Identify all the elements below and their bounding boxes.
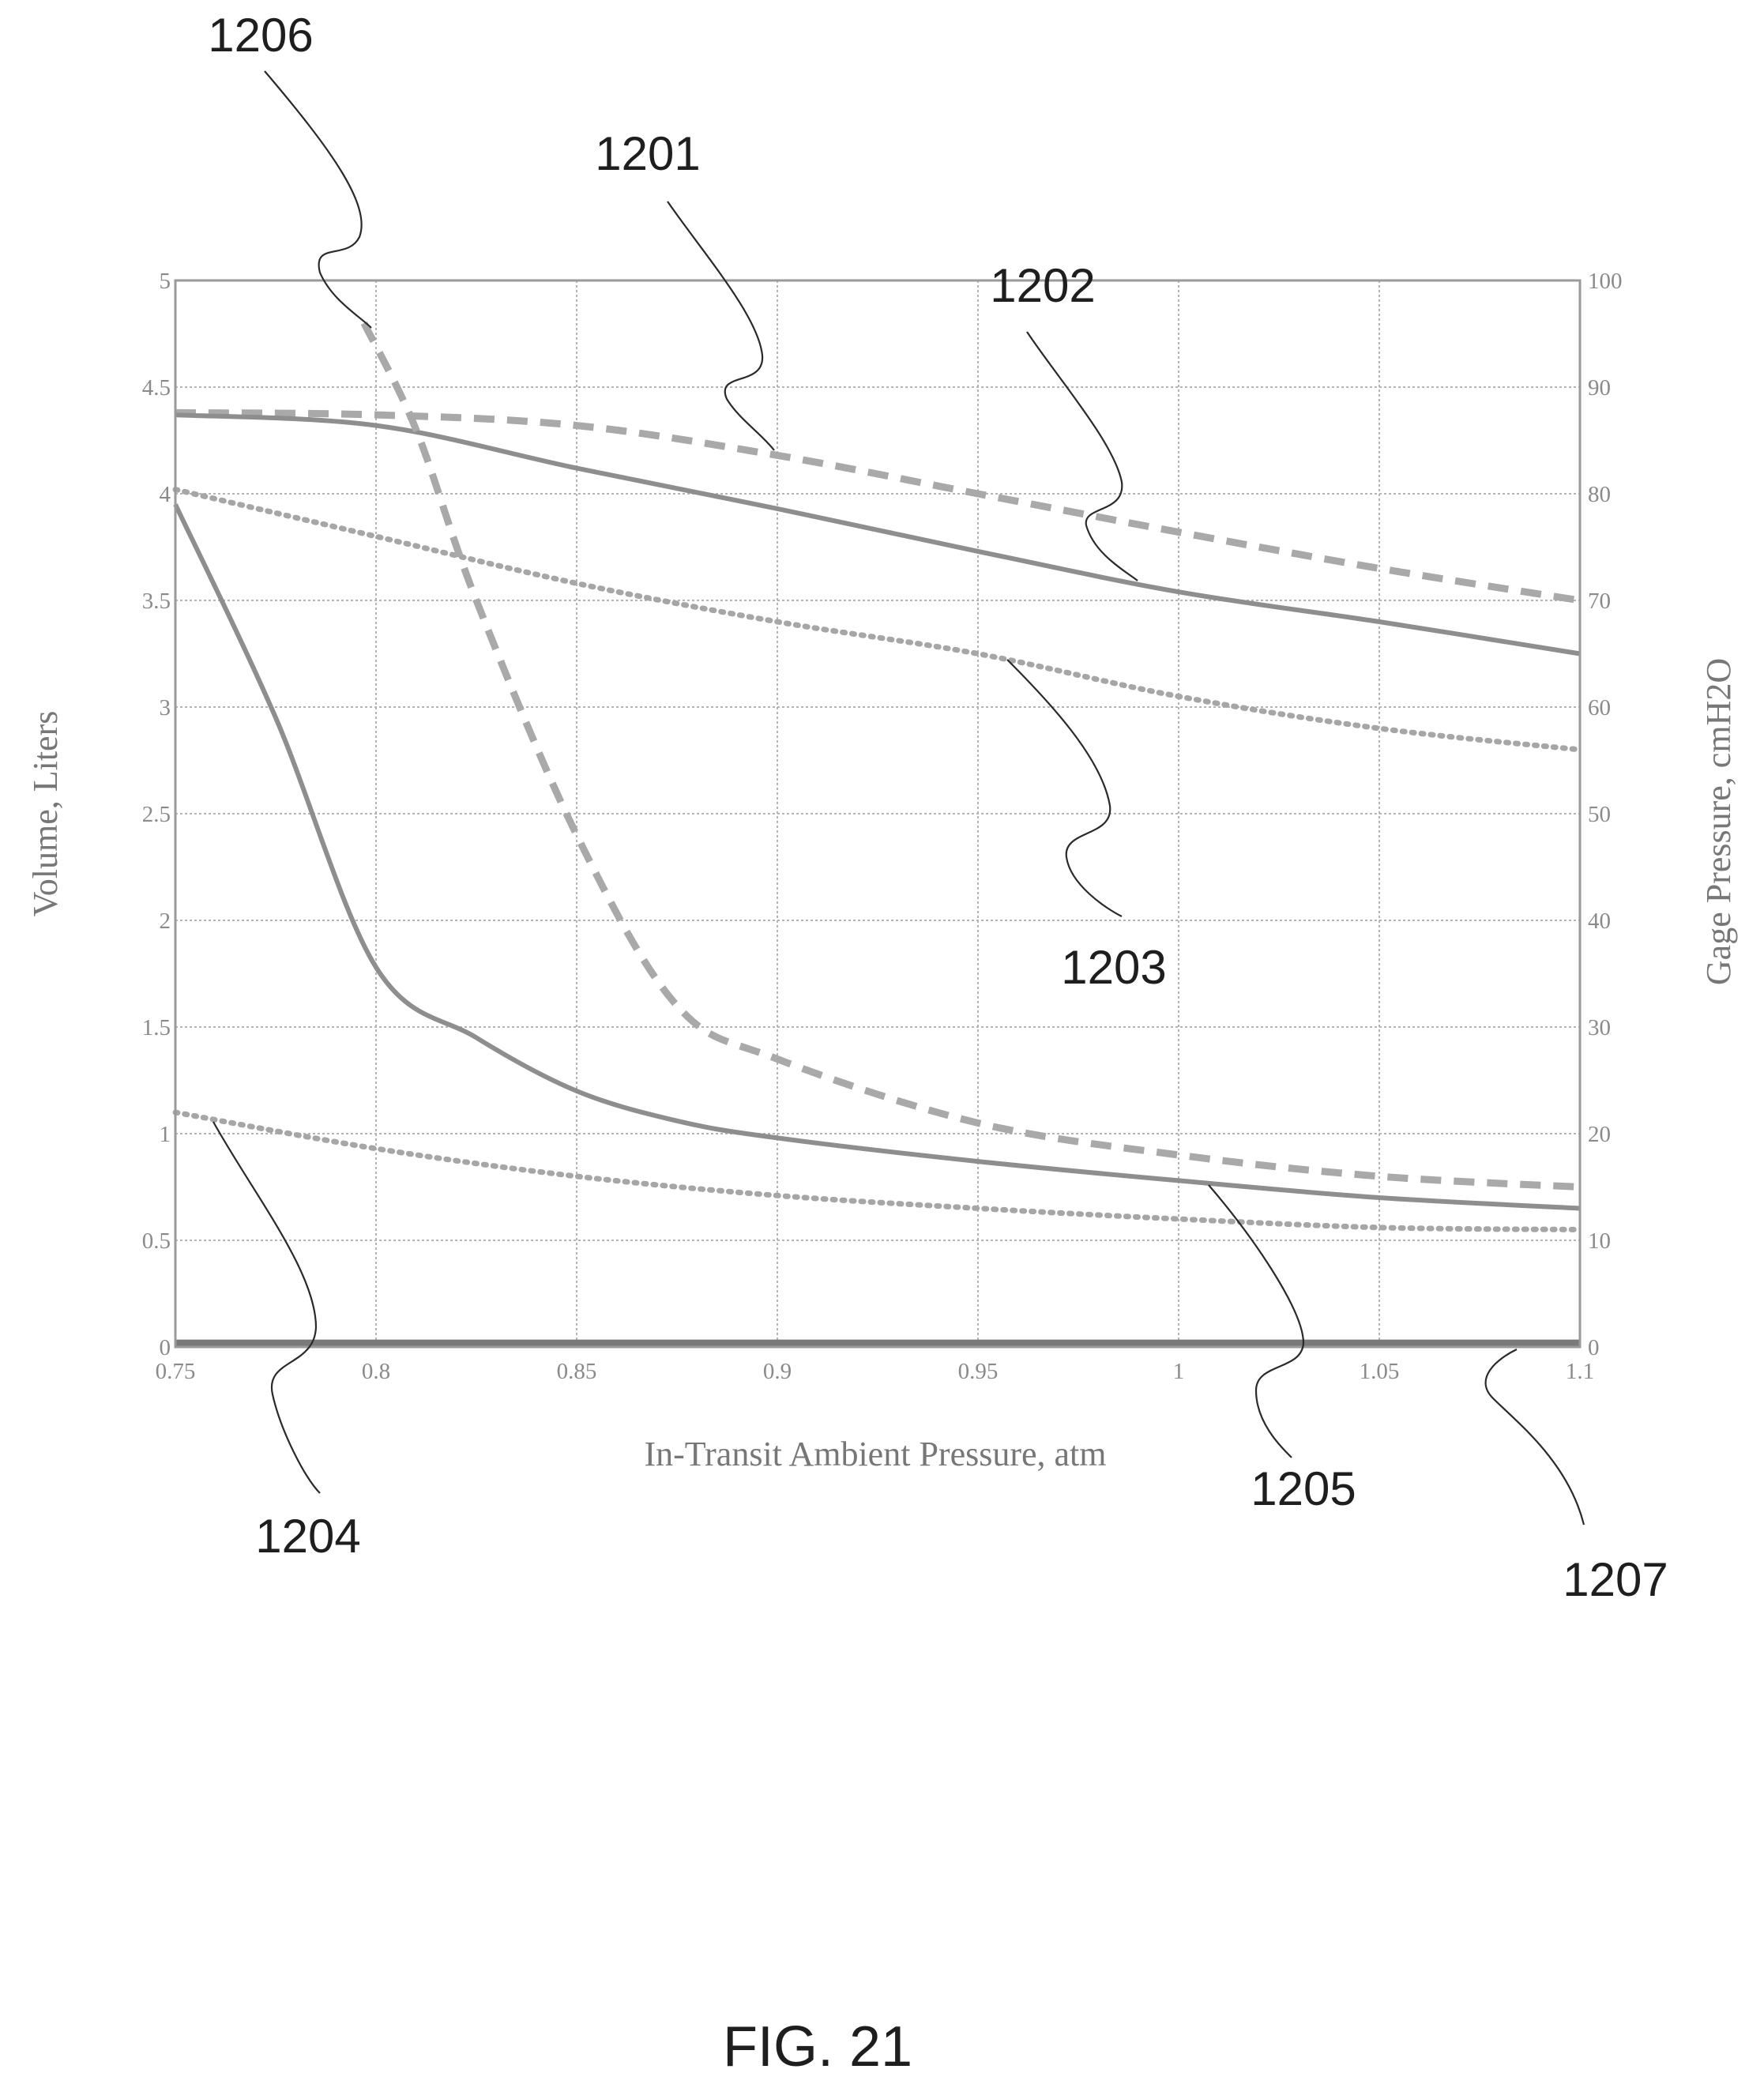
series-line-1204 — [172, 1109, 1583, 1232]
leader-1207 — [1484, 1349, 1585, 1526]
y-left-tick-label: 0.5 — [142, 1228, 171, 1254]
leader-1205 — [1208, 1184, 1305, 1458]
y-right-tick-label: 90 — [1588, 375, 1611, 401]
x-tick-label: 0.95 — [958, 1359, 999, 1384]
callout-label-1205: 1205 — [1251, 1462, 1356, 1515]
plot-frame — [174, 279, 1582, 1349]
y-right-tick-label: 50 — [1588, 802, 1611, 827]
series-line-1202 — [175, 412, 1581, 656]
y-right-tick-label: 0 — [1588, 1335, 1600, 1360]
callout-label-1207: 1207 — [1563, 1553, 1668, 1606]
figure-label: FIG. 21 — [723, 2015, 912, 2079]
y-left-axis-title: Volume, Liters — [26, 711, 65, 917]
y-right-axis-title: Gage Pressure, cmH2O — [1699, 658, 1738, 985]
callout-label-1202: 1202 — [990, 259, 1095, 312]
y-left-tick-label: 3.5 — [142, 589, 171, 614]
plot-series — [172, 322, 1583, 1346]
x-tick-label: 1 — [1173, 1359, 1185, 1384]
y-right-tick-label: 60 — [1588, 695, 1611, 720]
leader-1202 — [1026, 331, 1138, 581]
callout-label-1206: 1206 — [208, 9, 313, 62]
callout-label-1201: 1201 — [595, 127, 700, 180]
y-right-tick-label: 80 — [1588, 482, 1611, 507]
y-right-tick-label: 40 — [1588, 909, 1611, 934]
y-left-tick-labels: 0 0.5 1 1.5 2 2.5 3 3.5 4 4.5 5 — [142, 269, 171, 1360]
y-left-tick-label: 5 — [160, 269, 171, 294]
leader-1203 — [1006, 659, 1123, 917]
y-left-tick-label: 4.5 — [142, 375, 171, 401]
x-axis-title: In-Transit Ambient Pressure, atm — [645, 1435, 1107, 1473]
x-tick-label: 1.05 — [1360, 1359, 1400, 1384]
callout-label-1204: 1204 — [255, 1510, 360, 1563]
x-tick-label: 0.75 — [156, 1359, 196, 1384]
y-left-tick-label: 3 — [160, 695, 171, 720]
y-left-tick-label: 0 — [160, 1335, 171, 1360]
y-left-tick-label: 1.5 — [142, 1015, 171, 1040]
leader-1204 — [213, 1121, 321, 1494]
series-line-1203 — [172, 487, 1583, 753]
y-right-tick-label: 100 — [1588, 269, 1623, 294]
y-left-tick-label: 2 — [160, 909, 171, 934]
leader-1206 — [264, 70, 372, 329]
leader-1201 — [667, 201, 775, 451]
callout-leaders — [213, 70, 1585, 1526]
x-tick-label: 0.9 — [763, 1359, 792, 1384]
y-left-tick-label: 1 — [160, 1122, 171, 1147]
series-line-1205 — [173, 503, 1581, 1211]
callout-label-1203: 1203 — [1061, 941, 1166, 994]
x-tick-label: 0.8 — [362, 1359, 390, 1384]
y-right-tick-label: 10 — [1588, 1228, 1611, 1254]
x-tick-label: 0.85 — [557, 1359, 597, 1384]
x-tick-label: 1.1 — [1566, 1359, 1594, 1384]
x-tick-labels: 0.75 0.8 0.85 0.9 0.95 1 1.05 1.1 — [156, 1359, 1595, 1384]
callout-labels: 1206 1201 1202 1203 1204 1205 1207 — [208, 9, 1668, 1606]
y-right-tick-labels: 0 10 20 30 40 50 60 70 80 90 100 — [1588, 269, 1623, 1360]
y-right-tick-label: 20 — [1588, 1122, 1611, 1147]
y-left-tick-label: 2.5 — [142, 802, 171, 827]
y-right-tick-label: 70 — [1588, 589, 1611, 614]
y-right-tick-label: 30 — [1588, 1015, 1611, 1040]
plot-grid — [175, 280, 1581, 1348]
y-left-tick-label: 4 — [160, 482, 171, 507]
